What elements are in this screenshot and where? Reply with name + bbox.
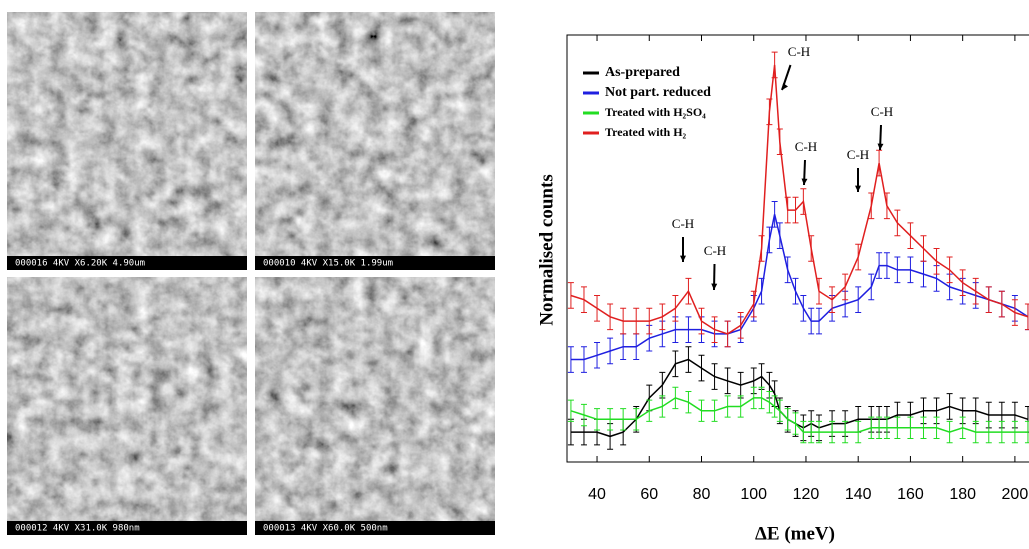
annotation-arrowhead [802,178,808,185]
error-bar [800,295,806,321]
annotation-arrowhead [878,143,884,150]
error-bar [842,274,848,300]
error-bar [759,236,765,262]
error-bar-shape [920,236,926,262]
error-bar [868,274,874,300]
error-bar-shape [785,409,791,430]
error-bar-shape [659,372,665,398]
legend: As-prepared Not part. reduced Treated with… [583,65,711,139]
x-tick-label: 160 [897,486,924,503]
error-bar [947,257,953,283]
error-bar [766,99,772,125]
error-bar-shape [829,287,835,313]
y-axis-label: Normalised counts [536,174,557,325]
error-bar-shape [698,355,704,381]
error-bar [685,278,691,304]
sem-texture [7,12,247,256]
figure: 000016 4KV X6.20K 4.90um 000010 4KV X15.0… [0,0,1029,549]
error-bar-shape [934,249,940,275]
x-tick-label: 200 [1002,486,1029,503]
x-axis-label: ΔE (meV) [755,523,835,544]
annotation-label: C-H [795,139,817,154]
error-bar [698,355,704,381]
annotation-label: C-H [847,147,869,162]
error-bar [920,236,926,262]
series-line [571,214,1028,359]
annotation-label: C-H [871,104,893,119]
error-bar-shape [868,274,874,300]
error-bar-shape [759,364,765,390]
error-bar-shape [685,278,691,304]
x-tick-label: 80 [693,486,711,503]
annotation-arrowhead [855,186,861,192]
sem-caption: 000012 4KV X31.0K 980nm [15,524,140,534]
error-bar [829,287,835,313]
sem-texture [255,12,495,256]
x-tick-label: 100 [740,486,767,503]
x-tick-label: 180 [949,486,976,503]
annotation-arrowhead [680,256,686,262]
error-bar [934,249,940,275]
sem-caption: 000010 4KV X15.0K 1.99um [263,259,393,269]
error-bar-shape [766,392,772,413]
error-bar [785,409,791,430]
error-bar-shape [894,210,900,236]
error-bar-shape [777,129,783,155]
x-tick-label: 120 [793,486,820,503]
legend-label: Treated with H₂ [605,125,687,139]
annotation-label: C-H [704,243,726,258]
x-tick-label: 40 [588,486,606,503]
error-bar-shape [947,257,953,283]
x-tick-label: 140 [845,486,872,503]
error-bar-shape [907,223,913,249]
x-tick-label: 60 [640,486,658,503]
error-bar-shape [842,274,848,300]
error-bar-shape [772,52,778,78]
legend-label: Not part. reduced [605,85,711,100]
sem-panels: 000016 4KV X6.20K 4.90um 000010 4KV X15.0… [7,12,495,535]
error-bar [907,223,913,249]
error-bar [594,295,600,321]
error-bar-shape [594,295,600,321]
error-bar-shape [759,236,765,262]
error-bar [777,129,783,155]
error-bar-shape [793,413,799,434]
error-bar-shape [793,278,799,304]
error-bar [793,278,799,304]
legend-label: As-prepared [605,65,680,80]
error-bar [759,364,765,390]
sem-texture [7,277,247,521]
legend-label: Treated with H₂SO₄ [605,105,706,119]
error-bar-shape [766,99,772,125]
error-bar-shape [800,295,806,321]
annotation-arrowhead [711,284,717,290]
series-line [571,360,1028,437]
annotation-label: C-H [672,216,694,231]
error-bar [894,210,900,236]
sem-caption: 000016 4KV X6.20K 4.90um [15,259,145,269]
sem-texture [255,277,495,521]
page: {"panels": [ {"caption": "000016 4KV X6.… [0,0,1029,549]
error-bar [772,52,778,78]
error-bar [766,392,772,413]
chart: ΔE (meV) Normalised counts 40 60 80 100 120 1… [536,35,1029,544]
error-bar [659,372,665,398]
sem-caption: 000013 4KV X60.0K 500nm [263,524,388,534]
error-bar [793,413,799,434]
annotation-label: C-H [788,44,810,59]
